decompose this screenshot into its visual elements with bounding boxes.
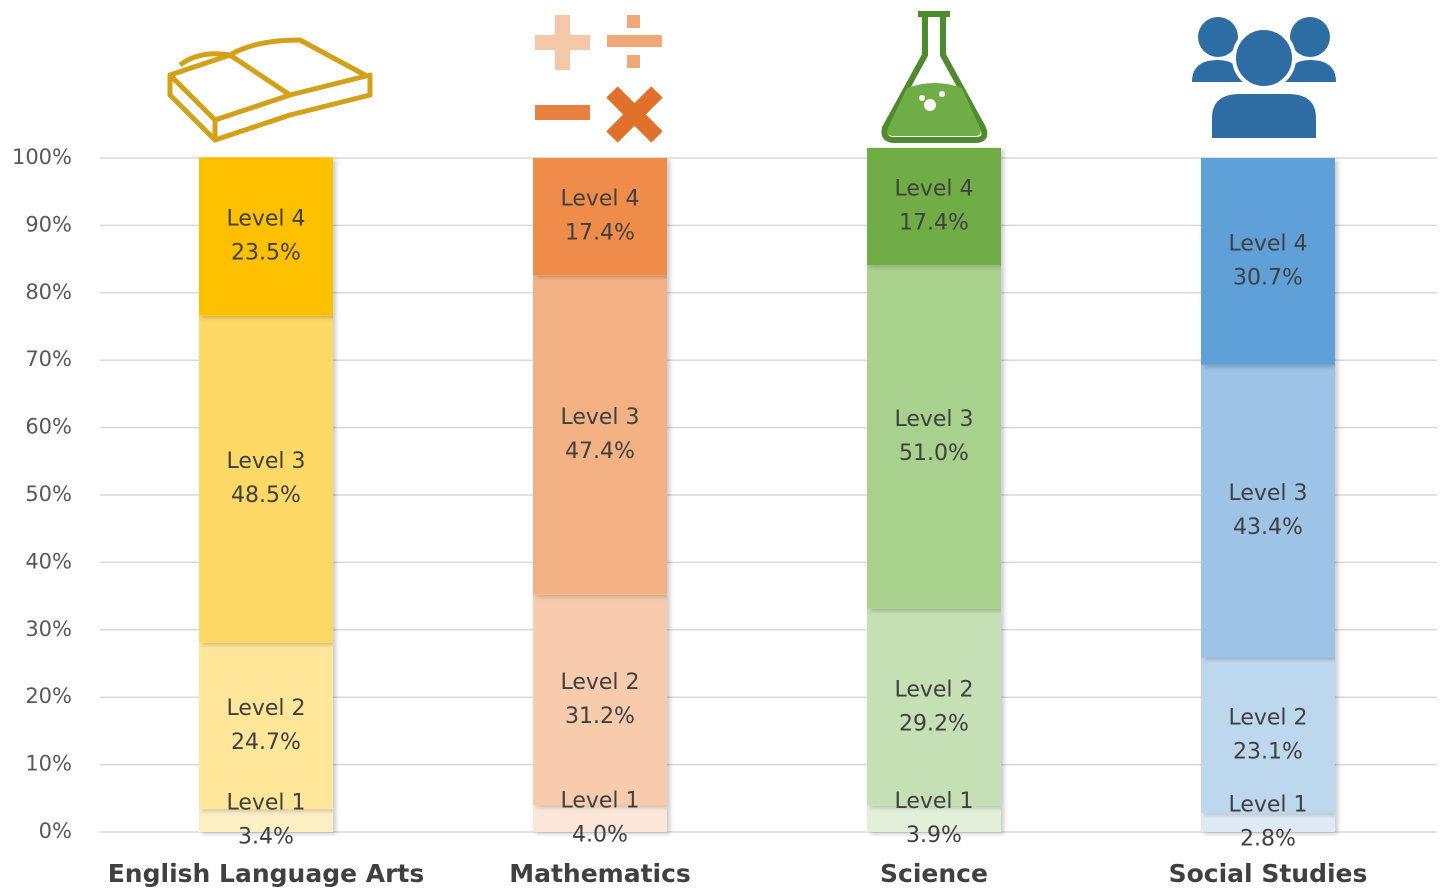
y-tick-label: 10% <box>25 752 72 776</box>
segment-level-label: Level 3 <box>894 407 973 432</box>
x-tick-label: Mathematics <box>509 859 691 888</box>
bar-segment <box>199 315 333 643</box>
segment-level-label: Level 2 <box>1228 705 1307 730</box>
y-tick-label: 50% <box>25 482 72 506</box>
segment-level-label: Level 3 <box>226 449 305 474</box>
y-tick-label: 80% <box>25 280 72 304</box>
y-tick-label: 90% <box>25 212 72 236</box>
x-tick-label: Science <box>880 859 988 888</box>
y-tick-label: 0% <box>39 819 72 843</box>
segment-value-label: 23.1% <box>1233 739 1303 764</box>
segment-value-label: 4.0% <box>572 823 628 848</box>
segment-level-label: Level 3 <box>560 405 639 430</box>
y-tick-label: 70% <box>25 347 72 371</box>
bar-segment <box>533 594 667 806</box>
bar-segment <box>1201 813 1335 832</box>
segment-value-label: 17.4% <box>565 221 635 246</box>
math-icon <box>535 15 663 143</box>
flask-icon <box>881 11 988 143</box>
bar-segment <box>199 809 333 832</box>
bar-segment <box>867 608 1001 806</box>
bar-segment <box>199 642 333 810</box>
segment-level-label: Level 4 <box>560 187 639 212</box>
bar-segment <box>1201 158 1335 365</box>
bar-segment <box>867 805 1001 832</box>
segment-value-label: 29.2% <box>899 711 969 736</box>
segment-level-label: Level 2 <box>226 696 305 721</box>
bar-segment <box>867 265 1001 609</box>
book-icon <box>167 37 373 143</box>
bar-segment <box>533 275 667 595</box>
segment-level-label: Level 2 <box>894 677 973 702</box>
segment-value-label: 51.0% <box>899 441 969 466</box>
segment-value-label: 24.7% <box>231 730 301 755</box>
segment-level-label: Level 1 <box>226 791 305 816</box>
segment-value-label: 47.4% <box>565 439 635 464</box>
segment-level-label: Level 3 <box>1228 481 1307 506</box>
segment-value-label: 2.8% <box>1240 827 1296 852</box>
segment-value-label: 30.7% <box>1233 265 1303 290</box>
y-tick-label: 100% <box>12 145 72 169</box>
people-icon <box>1192 17 1336 142</box>
y-tick-label: 30% <box>25 617 72 641</box>
segment-value-label: 23.5% <box>231 241 301 266</box>
bar-segment <box>867 147 1001 266</box>
y-tick-label: 40% <box>25 549 72 573</box>
segment-value-label: 3.4% <box>238 825 294 850</box>
y-tick-label: 20% <box>25 684 72 708</box>
segment-value-label: 31.2% <box>565 704 635 729</box>
segment-level-label: Level 4 <box>1228 231 1307 256</box>
segment-level-label: Level 1 <box>1228 793 1307 818</box>
x-tick-label: English Language Arts <box>108 859 425 888</box>
bar-segment <box>533 805 667 832</box>
bar-segment <box>199 157 333 316</box>
bar-segment <box>1201 657 1335 814</box>
segment-value-label: 43.4% <box>1233 515 1303 540</box>
segment-level-label: Level 4 <box>894 177 973 202</box>
segment-level-label: Level 4 <box>226 207 305 232</box>
x-tick-label: Social Studies <box>1169 859 1368 888</box>
segment-level-label: Level 2 <box>560 670 639 695</box>
bar-segment <box>1201 364 1335 658</box>
y-tick-label: 60% <box>25 415 72 439</box>
segment-value-label: 48.5% <box>231 483 301 508</box>
bar-segment <box>533 158 667 276</box>
segment-level-label: Level 1 <box>560 789 639 814</box>
segment-value-label: 3.9% <box>906 823 962 848</box>
segment-level-label: Level 1 <box>894 789 973 814</box>
segment-value-label: 17.4% <box>899 211 969 236</box>
